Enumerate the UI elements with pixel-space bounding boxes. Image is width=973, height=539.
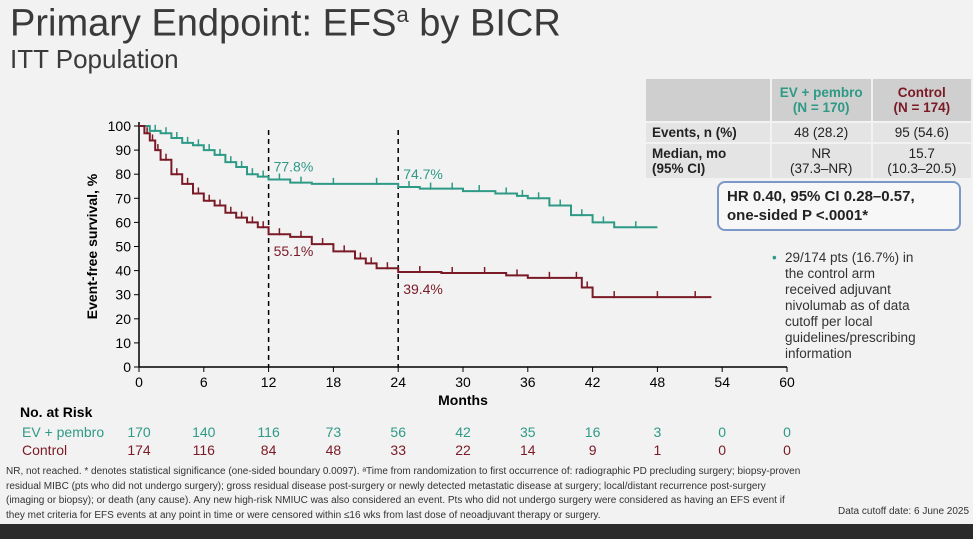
x-tick-label: 12 — [261, 374, 277, 390]
x-tick-label: 54 — [714, 374, 730, 390]
y-axis-label: Event-free survival, % — [84, 173, 100, 319]
slide-title: Primary Endpoint: EFSa by BICR — [10, 2, 561, 45]
at-risk-value: 14 — [520, 442, 536, 458]
y-tick-label: 70 — [115, 190, 131, 206]
x-axis-label: Months — [438, 392, 488, 408]
x-tick-label: 42 — [585, 374, 601, 390]
x-tick-label: 60 — [779, 374, 795, 390]
annotation-label: 77.8% — [274, 159, 314, 175]
table-header-row: EV + pembro (N = 170) Control (N = 174) — [646, 79, 971, 121]
at-risk-value: 116 — [193, 442, 216, 458]
at-risk-value: 42 — [455, 424, 471, 440]
at-risk-value: 33 — [390, 442, 406, 458]
y-tick-label: 10 — [115, 335, 131, 351]
at-risk-value: 0 — [718, 424, 726, 440]
y-tick-label: 50 — [115, 239, 131, 255]
at-risk-value: 0 — [783, 424, 791, 440]
at-risk-value: 170 — [127, 424, 151, 440]
x-tick-label: 24 — [390, 374, 406, 390]
results-table: EV + pembro (N = 170) Control (N = 174) Ev… — [644, 77, 973, 180]
at-risk-value: 3 — [654, 424, 662, 440]
hazard-ratio-box: HR 0.40, 95% CI 0.28–0.57, one-sided P <.… — [717, 181, 961, 231]
cell-control: 15.7 (10.3–20.5) — [872, 144, 971, 178]
at-risk-value: 9 — [589, 442, 597, 458]
at-risk-value: 22 — [455, 442, 471, 458]
y-tick-label: 30 — [115, 287, 131, 303]
table-header-control: Control (N = 174) — [872, 79, 971, 121]
at-risk-value: 84 — [261, 442, 277, 458]
at-risk-value: 0 — [783, 442, 791, 458]
cell-ev: 48 (28.2) — [771, 123, 871, 142]
at-risk-value: 48 — [326, 442, 342, 458]
at-risk-value: 140 — [192, 424, 216, 440]
at-risk-row-label: EV + pembro — [22, 424, 104, 440]
annotation-label: 39.4% — [403, 281, 443, 297]
annotation-label: 55.1% — [274, 243, 314, 259]
annotation-label: 74.7% — [403, 166, 443, 182]
x-tick-label: 0 — [135, 374, 143, 390]
taskbar — [0, 524, 973, 539]
note-bullet: • 29/174 pts (16.7%) in the control arm r… — [772, 250, 916, 361]
data-cutoff: Data cutoff date: 6 June 2025 — [838, 506, 970, 517]
slide-subtitle: ITT Population — [10, 44, 179, 74]
cell-ev: NR (37.3–NR) — [771, 144, 871, 178]
km-chart: 0 6 12 18 24 30 36 42 48 54 6001020304050607080901… — [20, 118, 795, 458]
table-header-ev: EV + pembro (N = 170) — [771, 79, 871, 121]
y-tick-label: 60 — [115, 214, 131, 230]
at-risk-value: 174 — [127, 442, 151, 458]
cell-control: 95 (54.6) — [872, 123, 971, 142]
at-risk-value: 0 — [718, 442, 726, 458]
x-tick-label: 36 — [520, 374, 536, 390]
at-risk-row-label: Control — [22, 442, 67, 458]
table-header-empty — [646, 79, 770, 121]
km-curve-control — [139, 125, 712, 299]
table-row: Median, mo (95% CI) NR (37.3–NR) 15.7 (10.3… — [646, 144, 971, 178]
y-tick-label: 20 — [115, 311, 131, 327]
row-label: Median, mo (95% CI) — [646, 144, 770, 178]
footnote: NR, not reached. * denotes statistical s… — [6, 466, 801, 521]
x-tick-label: 18 — [326, 374, 342, 390]
x-tick-label: 30 — [455, 374, 471, 390]
y-tick-label: 100 — [108, 118, 132, 134]
y-tick-label: 90 — [115, 142, 131, 158]
at-risk-value: 73 — [326, 424, 342, 440]
y-tick-label: 80 — [115, 166, 131, 182]
at-risk-value: 1 — [654, 442, 662, 458]
x-tick-label: 6 — [200, 374, 208, 390]
y-tick-label: 0 — [123, 359, 131, 375]
at-risk-value: 16 — [585, 424, 601, 440]
at-risk-title: No. at Risk — [20, 404, 93, 420]
x-tick-label: 48 — [650, 374, 666, 390]
at-risk-value: 116 — [257, 424, 280, 440]
row-label: Events, n (%) — [646, 123, 770, 142]
y-tick-label: 40 — [115, 263, 131, 279]
at-risk-value: 35 — [520, 424, 536, 440]
at-risk-value: 56 — [390, 424, 406, 440]
table-row: Events, n (%) 48 (28.2) 95 (54.6) — [646, 123, 971, 142]
